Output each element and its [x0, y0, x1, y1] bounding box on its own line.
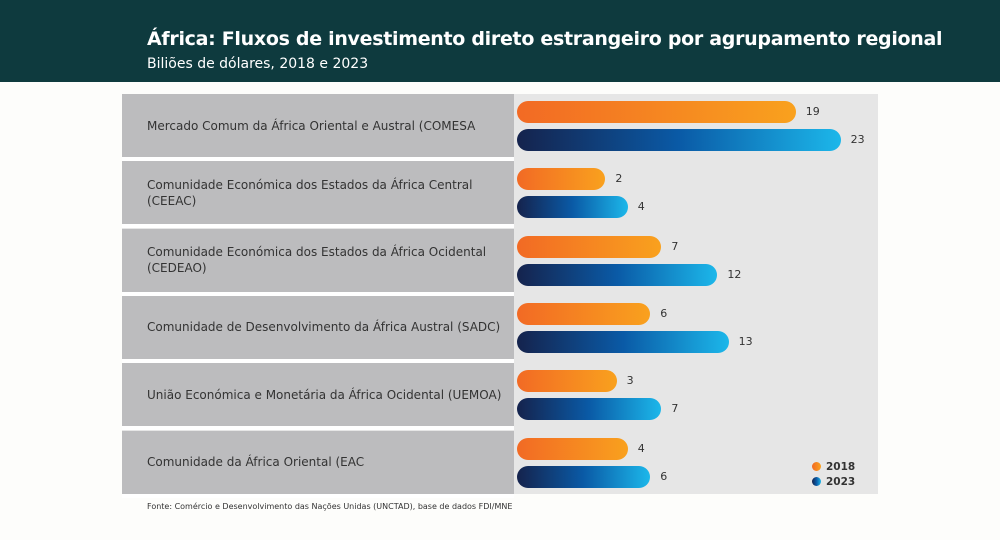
legend-label: 2018 — [826, 461, 856, 473]
bar-2018 — [517, 437, 628, 460]
bar-2023 — [517, 330, 729, 353]
bar-2023 — [517, 465, 651, 488]
bar-2018 — [517, 370, 617, 393]
category-label: União Económica e Monetária da África Oc… — [122, 363, 514, 431]
header-bar — [0, 0, 1000, 82]
bar-2023 — [517, 196, 628, 219]
data-label: 4 — [637, 200, 645, 214]
bar-2018 — [517, 101, 796, 123]
bar-2023 — [517, 129, 841, 151]
data-label: 2 — [615, 172, 623, 186]
category-label: Comunidade Económica dos Estados da Áfri… — [122, 161, 514, 229]
data-label: 7 — [671, 239, 679, 253]
chart-title: África: Fluxos de investimento direto es… — [147, 28, 943, 50]
data-label: 3 — [626, 374, 634, 388]
data-label: 13 — [738, 334, 753, 348]
category-label: Comunidade Económica dos Estados da Áfri… — [122, 228, 514, 296]
legend-2023: 2023 — [812, 476, 855, 488]
legend-2018: 2018 — [812, 461, 855, 473]
category-label: Mercado Comum da África Oriental e Austr… — [122, 94, 514, 161]
data-label: 23 — [850, 133, 865, 146]
data-label: 12 — [727, 267, 742, 281]
data-label: 6 — [660, 469, 668, 483]
legend-swatch-2018 — [812, 462, 821, 471]
legend-swatch-2023 — [812, 477, 821, 486]
legend-label: 2023 — [826, 476, 856, 488]
bar-2018 — [517, 235, 662, 258]
bar-2023 — [517, 398, 662, 421]
bar-2018 — [517, 168, 606, 191]
category-label: Comunidade de Desenvolvimento da África … — [122, 295, 514, 363]
source-note: Fonte: Comércio e Desenvolvimento das Na… — [147, 502, 513, 511]
bar-2023 — [517, 263, 718, 286]
data-label: 4 — [637, 441, 645, 455]
data-label: 19 — [805, 105, 820, 118]
bar-2018 — [517, 302, 651, 325]
data-label: 6 — [660, 306, 668, 320]
chart-subtitle: Biliões de dólares, 2018 e 2023 — [147, 56, 369, 72]
data-label: 7 — [671, 402, 679, 416]
category-label: Comunidade da África Oriental (EAC — [122, 430, 514, 498]
